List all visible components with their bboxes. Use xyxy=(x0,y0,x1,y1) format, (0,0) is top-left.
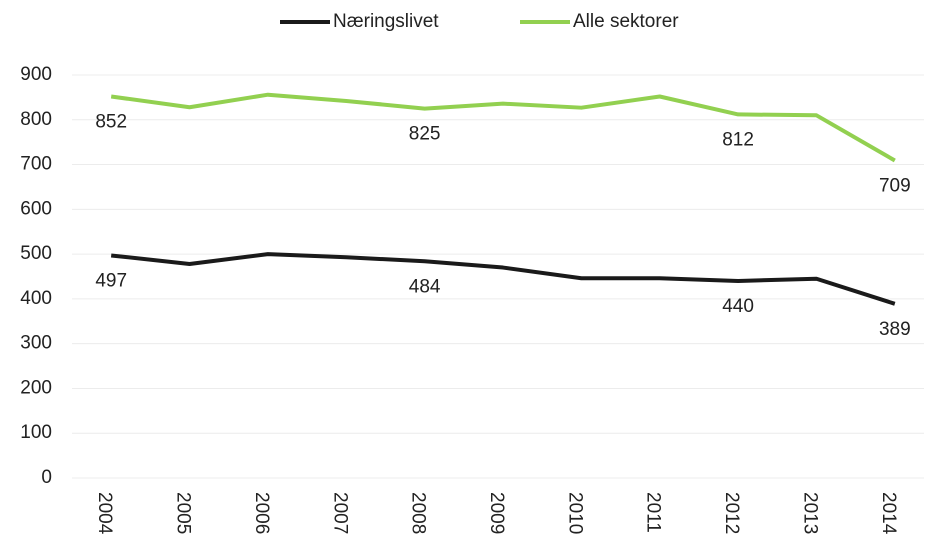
y-tick-label: 0 xyxy=(41,467,52,488)
x-tick-label: 2011 xyxy=(643,492,664,533)
y-tick-label: 900 xyxy=(20,64,52,85)
y-tick-label: 200 xyxy=(20,377,52,398)
y-tick-label: 600 xyxy=(20,198,52,219)
x-tick-label: 2004 xyxy=(94,492,115,535)
data-label: 440 xyxy=(722,296,754,317)
y-tick-label: 700 xyxy=(20,154,52,175)
legend-label: Næringslivet xyxy=(333,11,439,32)
series-line xyxy=(110,252,896,306)
x-tick-label: 2006 xyxy=(251,492,272,534)
x-tick-label: 2014 xyxy=(878,492,899,535)
y-tick-label: 400 xyxy=(20,288,52,309)
y-tick-label: 800 xyxy=(20,109,52,130)
y-tick-label: 100 xyxy=(20,422,52,443)
x-tick-label: 2007 xyxy=(329,492,350,534)
series-line xyxy=(110,92,896,163)
data-label: 497 xyxy=(95,270,127,291)
data-label: 852 xyxy=(95,112,127,133)
x-tick-label: 2009 xyxy=(486,492,507,534)
x-tick-label: 2005 xyxy=(173,492,194,534)
data-label: 709 xyxy=(879,176,911,197)
legend-label: Alle sektorer xyxy=(573,11,679,32)
x-tick-label: 2010 xyxy=(564,492,585,534)
data-label: 484 xyxy=(409,276,441,297)
data-label: 812 xyxy=(722,129,754,150)
x-tick-label: 2008 xyxy=(408,492,429,534)
data-label: 825 xyxy=(409,124,441,145)
x-tick-label: 2013 xyxy=(799,492,820,534)
y-tick-label: 300 xyxy=(20,333,52,354)
data-label: 389 xyxy=(879,319,911,340)
x-tick-label: 2012 xyxy=(721,492,742,534)
y-tick-label: 500 xyxy=(20,243,52,264)
